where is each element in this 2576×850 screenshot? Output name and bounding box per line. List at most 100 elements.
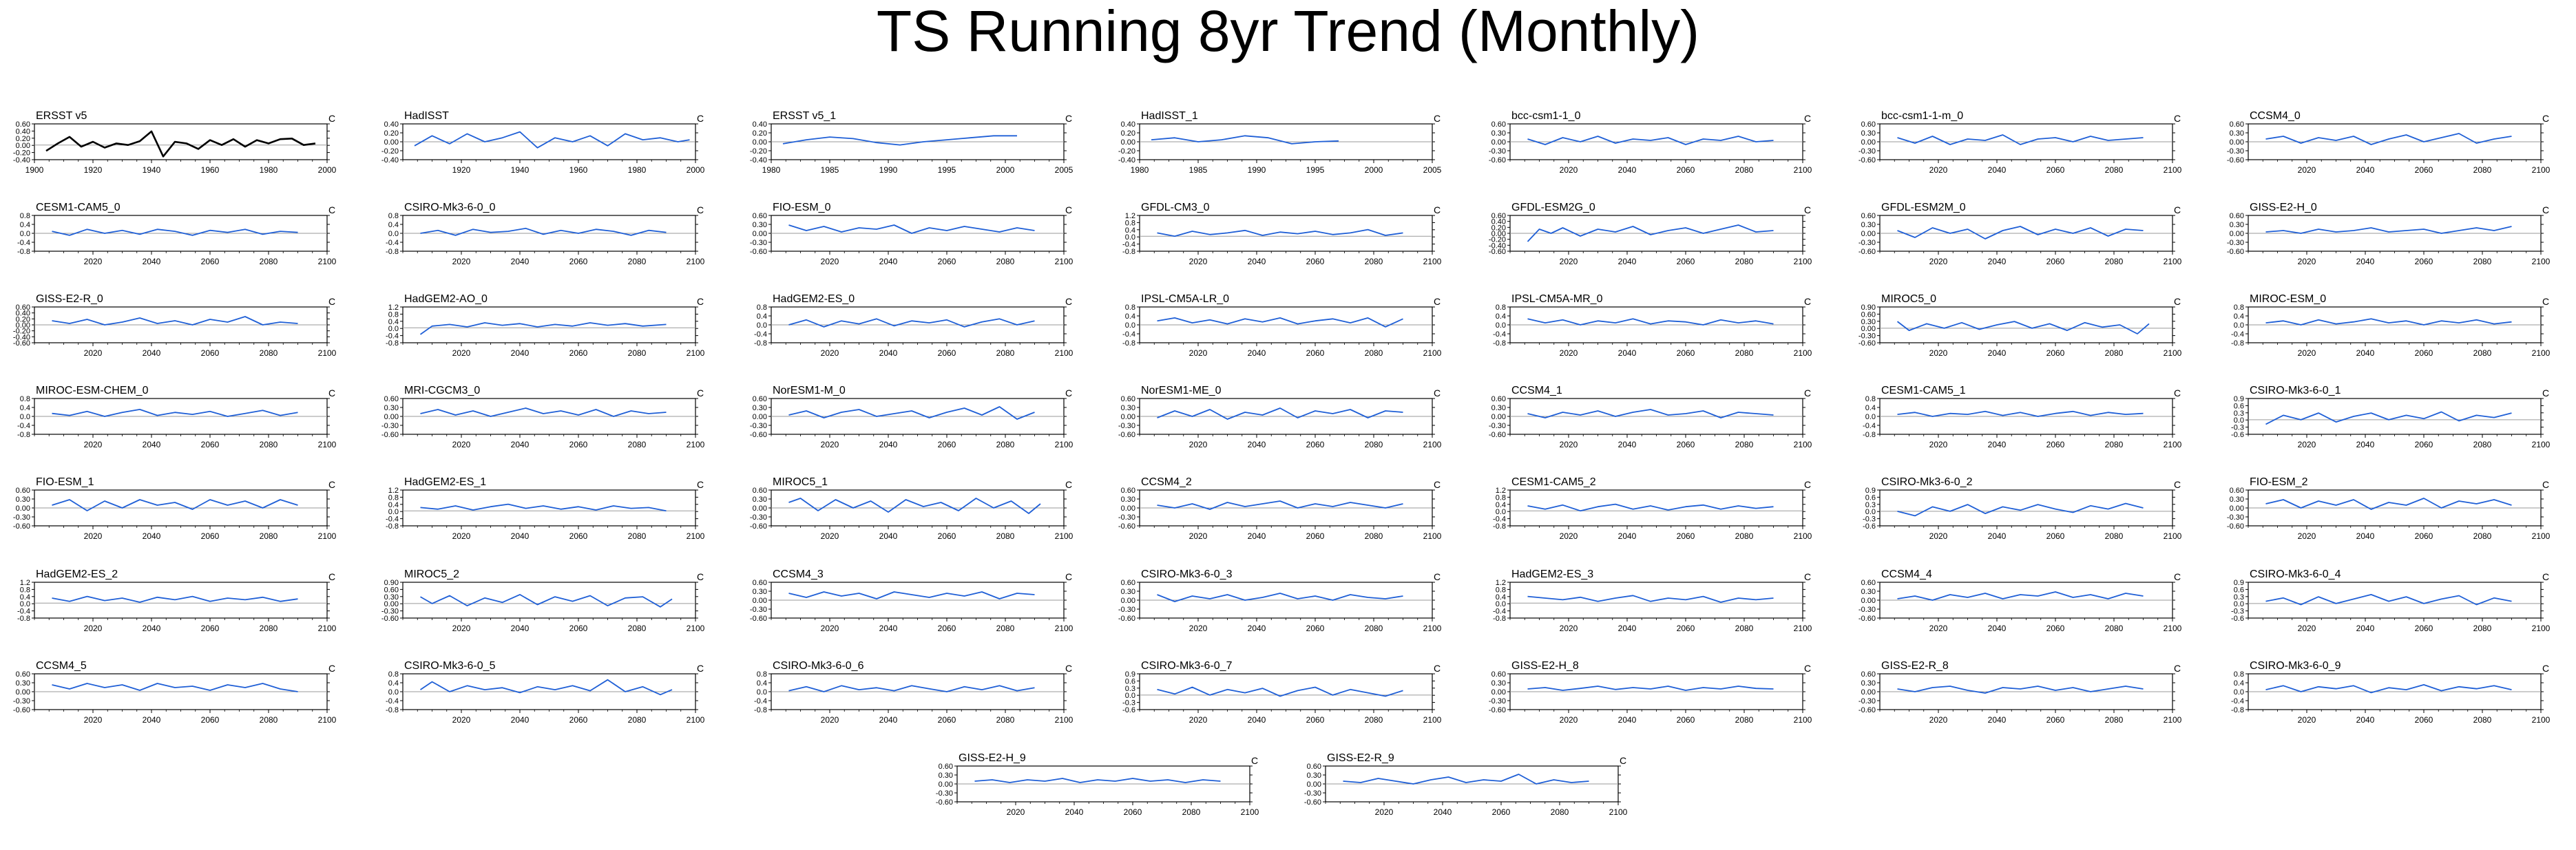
- y-tick-label: 0.00: [753, 413, 767, 421]
- x-tick-label: 2080: [2473, 257, 2492, 266]
- y-tick-label: 0.20: [753, 129, 767, 138]
- y-tick-label: 0.4: [388, 501, 399, 509]
- y-tick-label: -0.8: [2231, 339, 2244, 348]
- panel-title: CSIRO-Mk3-6-0_3: [1141, 569, 1233, 580]
- y-tick-label: 0.60: [939, 763, 953, 771]
- x-tick-label: 2100: [1794, 531, 1812, 541]
- y-tick-label: 0.30: [2230, 129, 2244, 138]
- x-tick-label: 2100: [1794, 348, 1812, 358]
- panel-title: CESM1-CAM5_2: [1511, 476, 1596, 488]
- y-tick-label: 0.60: [1861, 120, 1876, 129]
- y-tick-label: -0.30: [936, 789, 953, 798]
- x-tick-label: 2060: [1677, 440, 1695, 449]
- y-tick-label: 0.8: [388, 212, 399, 220]
- x-tick-label: 2080: [2473, 715, 2492, 725]
- x-tick-label: 2040: [1618, 531, 1637, 541]
- series-line: [1151, 135, 1339, 145]
- y-tick-label: 0.4: [1496, 593, 1506, 602]
- x-tick-label: 2060: [2046, 257, 2065, 266]
- x-tick-label: 2020: [1189, 531, 1208, 541]
- panel-title: MRI-CGCM3_0: [404, 385, 480, 396]
- y-tick-label: 0.30: [1861, 318, 1876, 326]
- chart-panel: MRI-CGCM3_0 C 0.600.300.00-0.30-0.60 2020 20…: [381, 385, 705, 449]
- series-line: [2265, 684, 2512, 694]
- x-tick-label: 2060: [2415, 348, 2433, 358]
- series-line: [419, 679, 673, 696]
- x-tick-label: 2080: [628, 624, 647, 633]
- panel-title: NorESM1-ME_0: [1141, 385, 1222, 396]
- y-tick-label: 0.00: [939, 780, 953, 789]
- panel-units: C: [1065, 204, 1072, 215]
- y-tick-label: 0.60: [1861, 670, 1876, 679]
- y-tick-label: -0.8: [17, 615, 30, 623]
- x-tick-label: 2040: [143, 440, 161, 449]
- series-line: [1897, 502, 2144, 517]
- y-tick-label: 0.0: [1496, 508, 1506, 516]
- x-tick-label: 2100: [687, 624, 705, 633]
- x-tick-label: 2060: [1677, 165, 1695, 175]
- x-tick-label: 2100: [1423, 440, 1442, 449]
- y-tick-label: -0.3: [1863, 516, 1876, 524]
- y-tick-label: 0.00: [1491, 413, 1506, 421]
- y-tick-label: 0.60: [1491, 670, 1506, 679]
- chart-panel: CSIRO-Mk3-6-0_9 C 0.80.40.0-0.4-0.8 2020 204…: [2231, 660, 2551, 725]
- x-tick-label: 2040: [879, 531, 898, 541]
- x-tick-label: 2080: [1365, 624, 1383, 633]
- y-tick-label: 0.20: [384, 129, 399, 138]
- x-tick-label: 2040: [1988, 257, 2007, 266]
- x-tick-label: 2020: [84, 715, 103, 725]
- chart-panel: CCSM4_2 C 0.600.300.00-0.30-0.60 2020 2040 20…: [1118, 476, 1442, 541]
- x-tick-label: 2080: [2105, 531, 2124, 541]
- y-tick-label: -0.60: [1489, 431, 1506, 439]
- x-tick-label: 2040: [143, 348, 161, 358]
- x-tick-label: 2040: [879, 257, 898, 266]
- series-line: [1157, 407, 1403, 420]
- y-tick-label: -0.8: [1863, 431, 1876, 439]
- panel-title: CSIRO-Mk3-6-0_9: [2250, 660, 2341, 672]
- x-tick-label: 2000: [687, 165, 705, 175]
- x-tick-label: 2060: [938, 440, 956, 449]
- panel-title: GISS-E2-H_8: [1511, 660, 1579, 672]
- panel-title: MIROC-ESM_0: [2250, 293, 2326, 305]
- figure-title: TS Running 8yr Trend (Monthly): [876, 0, 1700, 63]
- series-line: [1157, 229, 1403, 237]
- series-line: [45, 130, 316, 158]
- y-tick-label: -0.8: [1122, 339, 1135, 348]
- x-tick-label: 2040: [1434, 807, 1452, 817]
- x-tick-label: 2100: [1055, 257, 1074, 266]
- y-tick-label: 0.00: [2230, 230, 2244, 238]
- y-tick-label: 0.0: [2234, 416, 2244, 425]
- x-tick-label: 2100: [1609, 807, 1628, 817]
- x-tick-label: 2060: [1306, 440, 1325, 449]
- x-tick-label: 2020: [1560, 624, 1578, 633]
- panel-units: C: [1434, 663, 1441, 674]
- y-tick-label: 0.8: [388, 310, 399, 319]
- x-tick-label: 2020: [84, 348, 103, 358]
- x-tick-label: 2060: [569, 715, 588, 725]
- y-tick-label: -0.30: [1489, 697, 1506, 705]
- x-tick-label: 2060: [201, 531, 220, 541]
- series-line: [1527, 503, 1774, 512]
- y-tick-label: 0.60: [16, 120, 30, 129]
- y-tick-label: -0.20: [1489, 236, 1506, 244]
- x-tick-label: 2100: [2532, 257, 2551, 266]
- y-tick-label: 0.0: [1125, 692, 1135, 700]
- x-tick-label: 2100: [687, 257, 705, 266]
- panel-units: C: [697, 296, 704, 307]
- x-tick-label: 2100: [2164, 440, 2182, 449]
- y-tick-label: 0.0: [20, 230, 30, 238]
- y-tick-label: 1.2: [20, 579, 30, 587]
- series-line: [1527, 595, 1774, 603]
- x-tick-label: 1940: [511, 165, 530, 175]
- panel-title: FIO-ESM_2: [2250, 476, 2308, 488]
- panel-units: C: [2174, 663, 2181, 674]
- series-line: [1527, 409, 1774, 418]
- y-tick-label: -0.8: [386, 339, 399, 348]
- x-tick-label: 2040: [1065, 807, 1084, 817]
- x-tick-label: 2020: [1929, 257, 1948, 266]
- x-tick-label: 2040: [1248, 348, 1266, 358]
- x-tick-label: 2020: [2298, 348, 2316, 358]
- panel-units: C: [1804, 387, 1811, 399]
- y-tick-label: 0.0: [388, 325, 399, 333]
- chart-panel: GISS-E2-R_8 C 0.600.300.00-0.30-0.60 2020 20…: [1858, 660, 2182, 725]
